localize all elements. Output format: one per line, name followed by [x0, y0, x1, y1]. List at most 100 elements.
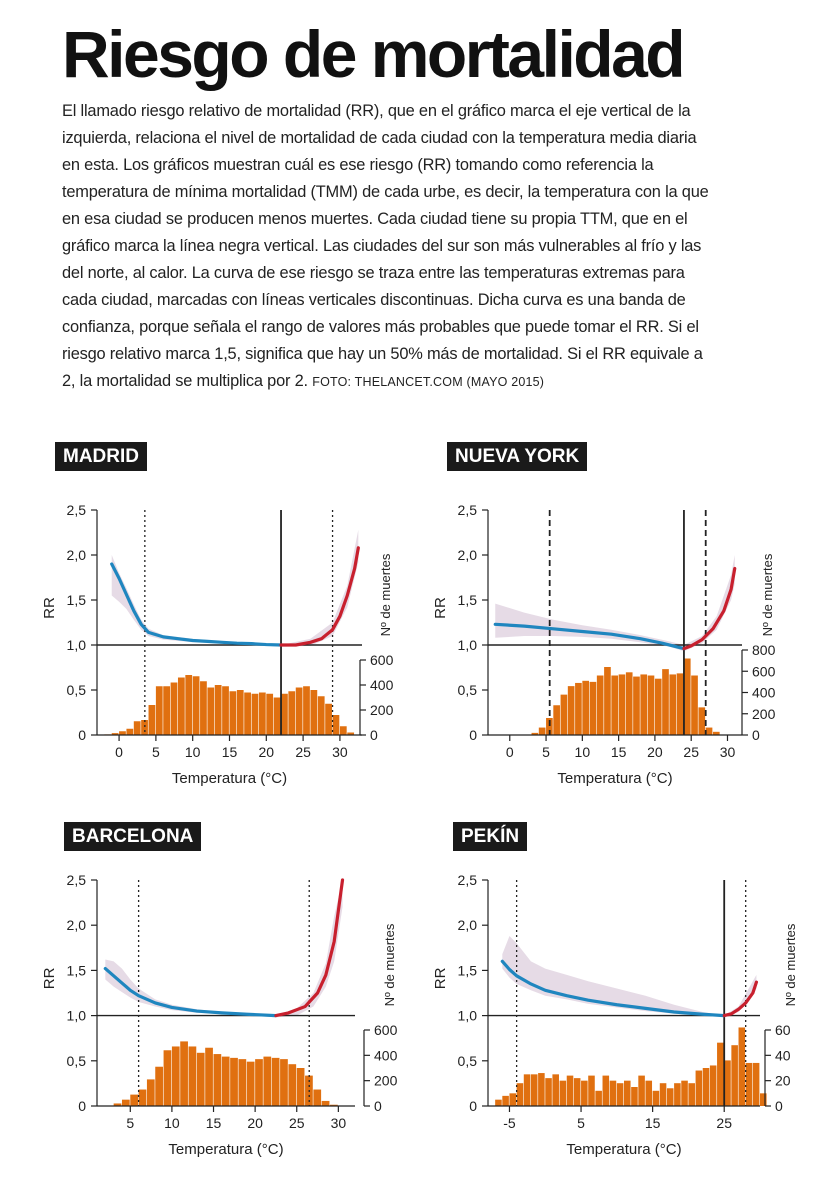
- barcelona-cold-curve: [103, 966, 278, 1018]
- barcelona-histogram-bar: [321, 1100, 330, 1106]
- barcelona-x-tick-label: 30: [331, 1115, 347, 1131]
- barcelona-x-tick-label: 15: [206, 1115, 222, 1131]
- barcelona-histogram-bar: [246, 1061, 255, 1106]
- madrid-histogram-bar: [170, 682, 178, 735]
- pek-n-histogram-bar: [545, 1078, 552, 1106]
- nueva-york-histogram-bar: [676, 673, 684, 735]
- madrid-y-axis-label: RR: [41, 597, 58, 619]
- city-label-barcelona: BARCELONA: [64, 822, 202, 851]
- barcelona-histogram-bar: [171, 1046, 180, 1106]
- nueva-york-histogram-bar: [531, 732, 539, 735]
- madrid-x-tick-label: 10: [185, 744, 201, 760]
- intro-paragraph: El llamado riesgo relativo de mortalidad…: [62, 98, 712, 396]
- pek-n-confidence-band: [502, 936, 757, 1017]
- pek-n-histogram-bar: [731, 1045, 738, 1106]
- madrid-histogram-bar: [281, 693, 288, 735]
- barcelona-histogram-bar: [221, 1056, 230, 1106]
- madrid-histogram-bar: [163, 686, 171, 735]
- barcelona-histogram-bar: [255, 1059, 263, 1106]
- madrid-y2-axis-label: Nº de muertes: [378, 553, 393, 636]
- nueva-york-histogram-bar: [618, 674, 626, 735]
- madrid-histogram-bar: [317, 696, 325, 735]
- nueva-york-histogram-bar: [698, 707, 706, 735]
- pek-n-histogram-bar: [573, 1078, 581, 1106]
- pek-n-histogram-bar: [738, 1027, 746, 1106]
- pek-n-histogram-bar: [666, 1088, 674, 1106]
- pek-n-histogram-bar: [724, 1060, 731, 1106]
- nueva-york-y2-tick-label: 400: [752, 685, 776, 701]
- nueva-york-y-tick-label: 0,5: [458, 682, 478, 698]
- madrid-histogram-bar: [295, 687, 303, 735]
- madrid-histogram-bar: [229, 691, 237, 735]
- madrid-histogram-bar: [119, 731, 126, 735]
- madrid-y-tick-label: 2,0: [67, 547, 87, 563]
- madrid-y-tick-label: 0: [78, 727, 86, 743]
- madrid-histogram-bar: [200, 681, 207, 735]
- page-title: Riesgo de mortalidad: [62, 17, 686, 91]
- pek-n-y2-axis-label: Nº de muertes: [783, 923, 798, 1006]
- nueva-york-histogram-bar: [625, 672, 633, 735]
- barcelona-histogram-bar: [163, 1050, 172, 1106]
- barcelona-histogram-bar: [180, 1041, 188, 1106]
- pek-n-histogram-bar: [652, 1090, 660, 1106]
- nueva-york-histogram-bar: [647, 675, 655, 735]
- madrid-histogram-bar: [303, 686, 310, 735]
- madrid-y-tick-label: 1,5: [67, 592, 87, 608]
- barcelona-x-tick-label: 20: [247, 1115, 263, 1131]
- madrid-confidence-band: [111, 529, 359, 647]
- pek-n-y-tick-label: 1,0: [458, 1008, 478, 1024]
- pek-n-histogram-bar: [760, 1093, 767, 1106]
- madrid-histogram-bar: [273, 697, 281, 735]
- pek-n-histogram-bar: [709, 1065, 717, 1106]
- barcelona-x-tick-label: 10: [164, 1115, 180, 1131]
- barcelona-heat-curve: [274, 878, 345, 1018]
- madrid-histogram-bar: [325, 703, 332, 735]
- barcelona-y2-axis-label: Nº de muertes: [382, 923, 397, 1006]
- pek-n-histogram-bar: [717, 1042, 724, 1106]
- nueva-york-x-tick-label: 5: [542, 744, 550, 760]
- barcelona-histogram-bar: [213, 1054, 222, 1106]
- barcelona-histogram-bar: [138, 1089, 147, 1106]
- barcelona-histogram-bar: [188, 1046, 197, 1106]
- nueva-york-histogram-bar: [567, 686, 575, 735]
- nueva-york-histogram-bar: [560, 694, 568, 735]
- nueva-york-histogram-bar: [705, 727, 713, 735]
- barcelona-y2-tick-label: 0: [374, 1098, 382, 1114]
- pek-n-histogram-bar: [516, 1083, 524, 1106]
- nueva-york-histogram-bar: [575, 682, 582, 735]
- pek-n-histogram-bar: [688, 1083, 695, 1106]
- nueva-york-histogram-bar: [538, 727, 546, 735]
- nueva-york-histogram-bar: [604, 667, 611, 735]
- pek-n-histogram-bar: [588, 1075, 595, 1106]
- madrid-y2-tick-label: 0: [370, 727, 378, 743]
- pek-n-histogram-bar: [659, 1083, 667, 1106]
- pek-n-histogram-bar: [566, 1075, 574, 1106]
- barcelona-y-tick-label: 1,5: [67, 962, 87, 978]
- madrid-histogram-bar: [155, 686, 163, 735]
- pek-n-histogram-bar: [609, 1080, 617, 1106]
- pek-n-cold-curve: [500, 959, 726, 1018]
- barcelona-x-tick-label: 25: [289, 1115, 305, 1131]
- barcelona-histogram-bar: [238, 1059, 247, 1106]
- madrid-histogram-bar: [207, 687, 215, 735]
- pek-n-histogram-bar: [745, 1062, 753, 1106]
- pek-n-x-tick-label: 15: [645, 1115, 661, 1131]
- nueva-york-histogram-bar: [582, 680, 589, 735]
- pek-n-heat-curve: [722, 980, 759, 1018]
- pek-n-y-tick-label: 2,5: [458, 872, 478, 888]
- pek-n-histogram-bar: [631, 1087, 638, 1106]
- madrid-x-tick-label: 0: [115, 744, 123, 760]
- barcelona-histogram-bar: [271, 1057, 280, 1106]
- pek-n-x-axis-label: Temperatura (°C): [566, 1141, 681, 1158]
- pek-n-histogram-bar: [559, 1080, 567, 1106]
- barcelona-histogram-bar: [113, 1103, 122, 1106]
- madrid-y-tick-label: 2,5: [67, 502, 87, 518]
- pek-n-histogram-bar: [674, 1083, 681, 1106]
- madrid-y2-tick-label: 200: [370, 702, 394, 718]
- nueva-york-x-tick-label: 30: [720, 744, 736, 760]
- pek-n-histogram-bar: [538, 1073, 545, 1106]
- pek-n-y-tick-label: 2,0: [458, 917, 478, 933]
- barcelona-histogram-bar: [296, 1068, 305, 1106]
- nueva-york-x-tick-label: 20: [647, 744, 663, 760]
